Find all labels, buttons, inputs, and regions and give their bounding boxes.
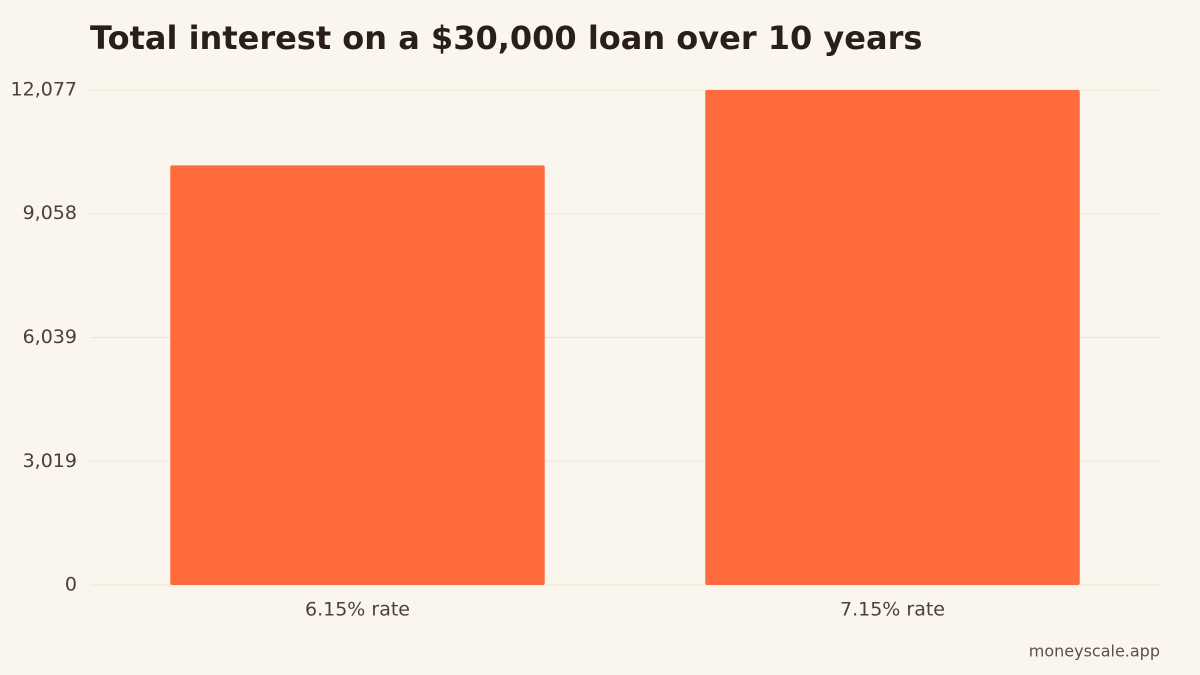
x-tick-label: 6.15% rate xyxy=(305,599,410,621)
y-tick-label: 0 xyxy=(65,574,77,596)
chart-title: Total interest on a $30,000 loan over 10… xyxy=(90,19,922,57)
bar xyxy=(170,165,545,585)
y-tick-label: 9,058 xyxy=(23,202,77,224)
bar xyxy=(705,90,1080,585)
y-tick-label: 3,019 xyxy=(23,450,77,472)
y-tick-label: 6,039 xyxy=(23,326,77,348)
y-tick-label: 12,077 xyxy=(11,79,77,101)
x-tick-label: 7.15% rate xyxy=(840,599,945,621)
source: moneyscale.app xyxy=(1029,642,1160,661)
